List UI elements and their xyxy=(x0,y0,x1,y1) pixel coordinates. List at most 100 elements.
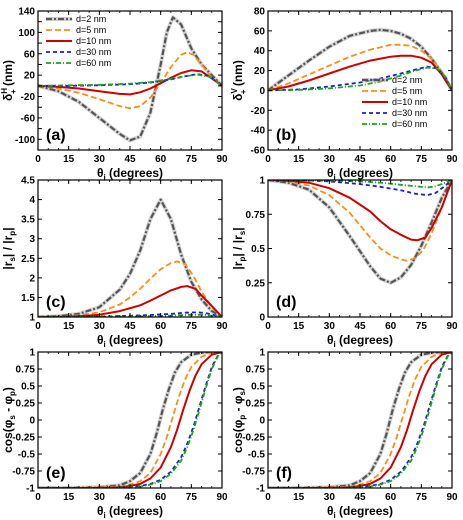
y-tick-label: -0.5 xyxy=(248,450,266,461)
y-tick-label: 0.25 xyxy=(246,399,266,410)
x-tick-label: 75 xyxy=(186,492,198,503)
x-tick-label: 90 xyxy=(446,321,458,332)
legend-entry-label: d=2 nm xyxy=(392,75,422,85)
panel-a: 0 15 30 45 60 75 90 -100 -60 -20 20 60 100 140 θi (deg… xyxy=(0,7,228,183)
x-tick-label: 90 xyxy=(216,154,228,165)
series-group xyxy=(268,352,452,488)
y-tick-label: 0.5 xyxy=(251,244,265,255)
y-tick-label: 80 xyxy=(254,7,266,18)
panel-label: (e) xyxy=(46,465,66,482)
x-tick-label: 15 xyxy=(293,321,305,332)
y-tick-label: 0.75 xyxy=(16,365,36,376)
plot-frame xyxy=(37,179,223,318)
series-line xyxy=(268,180,452,242)
y-tick-label: 0.75 xyxy=(246,210,266,221)
x-tick-label: 75 xyxy=(416,492,428,503)
x-tick-label: 0 xyxy=(35,154,41,165)
legend: d=2 nmd=5 nmd=10 nmd=30 nmd=60 nm xyxy=(362,75,427,129)
legend-entry-label: d=60 nm xyxy=(76,58,111,68)
y-tick-label: -60 xyxy=(21,113,36,124)
x-tick-label: 60 xyxy=(155,321,167,332)
y-tick-label: 60 xyxy=(254,26,266,37)
x-tick-label: 75 xyxy=(416,154,428,165)
x-tick-label: 60 xyxy=(385,492,397,503)
series-halo xyxy=(38,15,222,143)
x-tick-label: 30 xyxy=(94,154,106,165)
panel-label: (b) xyxy=(276,127,296,144)
x-axis-label: θi (degrees) xyxy=(97,504,163,520)
series-line xyxy=(268,43,452,92)
series-halo xyxy=(268,352,452,488)
panel-c: 0 15 30 45 60 75 90 1 1.5 2 2.5 3 3.5 4 4.5 θi (degrees… xyxy=(1,176,228,350)
y-tick-label: -1 xyxy=(26,484,35,495)
series-group xyxy=(38,352,222,488)
panel-e: 0 15 30 45 60 75 90 -1 -0.75 -0.5 -0.25 0 0.25 0.5 0.7… xyxy=(1,348,228,520)
y-tick-label: -0.25 xyxy=(12,433,35,444)
x-tick-label: 15 xyxy=(293,154,305,165)
y-tick-label: -0.75 xyxy=(12,467,35,478)
y-tick-label: 20 xyxy=(254,66,266,77)
legend: d=2 nmd=5 nmd=10 nmd=30 nmd=60 nm xyxy=(46,14,111,68)
y-tick-label: 0.5 xyxy=(251,382,265,393)
series-line xyxy=(38,352,222,488)
x-tick-label: 30 xyxy=(324,321,336,332)
x-tick-label: 15 xyxy=(63,492,75,503)
y-tick-label: 1 xyxy=(29,348,35,359)
series-line xyxy=(268,66,452,92)
y-tick-label: 20 xyxy=(24,71,36,82)
series-line xyxy=(38,352,222,488)
panel-f: 0 15 30 45 60 75 90 -1 -0.75 -0.5 -0.25 0 0.25 0.5 0.7… xyxy=(231,348,458,520)
y-axis-label: |rp| / |rs| xyxy=(231,227,247,269)
y-tick-label: 1.5 xyxy=(21,293,35,304)
x-tick-label: 75 xyxy=(186,321,198,332)
x-tick-label: 30 xyxy=(94,492,106,503)
x-tick-label: 45 xyxy=(124,154,136,165)
y-tick-label: 0 xyxy=(259,313,265,324)
x-tick-label: 75 xyxy=(416,321,428,332)
y-tick-label: 140 xyxy=(18,7,35,18)
series-line xyxy=(38,352,222,488)
y-tick-label: -60 xyxy=(251,146,266,157)
x-tick-label: 0 xyxy=(265,321,271,332)
series-line xyxy=(38,352,222,488)
y-tick-label: -0.5 xyxy=(18,450,36,461)
x-tick-label: 75 xyxy=(186,154,198,165)
x-tick-label: 30 xyxy=(324,154,336,165)
legend-entry-label: d=5 nm xyxy=(392,86,422,96)
y-tick-label: -0.25 xyxy=(242,433,265,444)
series-line xyxy=(268,180,452,262)
x-tick-label: 60 xyxy=(155,492,167,503)
legend-entry-label: d=10 nm xyxy=(392,97,427,107)
series-line xyxy=(38,198,222,317)
legend-entry-label: d=10 nm xyxy=(76,36,111,46)
x-tick-label: 15 xyxy=(63,321,75,332)
series-line xyxy=(38,16,222,142)
y-tick-label: 1 xyxy=(29,313,35,324)
legend-entry-label: d=5 nm xyxy=(76,25,106,35)
series-group xyxy=(268,180,452,285)
y-tick-label: 3 xyxy=(29,234,35,245)
y-tick-label: 0 xyxy=(29,416,35,427)
x-tick-label: 90 xyxy=(446,492,458,503)
series-line xyxy=(38,260,222,317)
x-axis-label: θi (degrees) xyxy=(327,333,393,349)
y-tick-label: 0.75 xyxy=(246,365,266,376)
y-tick-label: -1 xyxy=(256,484,265,495)
x-tick-label: 60 xyxy=(155,154,167,165)
series-line xyxy=(268,352,452,488)
series-group xyxy=(268,27,452,93)
y-tick-label: -20 xyxy=(251,106,266,117)
series-line xyxy=(268,352,452,488)
x-axis-label: θi (degrees) xyxy=(327,166,393,182)
plot-frame xyxy=(37,10,223,151)
series-line xyxy=(268,352,452,488)
y-tick-label: 100 xyxy=(18,28,35,39)
panel-label: (a) xyxy=(46,127,66,144)
y-tick-label: 3.5 xyxy=(21,215,35,226)
x-tick-label: 30 xyxy=(324,492,336,503)
y-axis-label: δV+ (nm) xyxy=(230,60,248,101)
x-tick-label: 60 xyxy=(385,321,397,332)
series-line xyxy=(268,54,452,92)
y-tick-label: 1 xyxy=(259,348,265,359)
